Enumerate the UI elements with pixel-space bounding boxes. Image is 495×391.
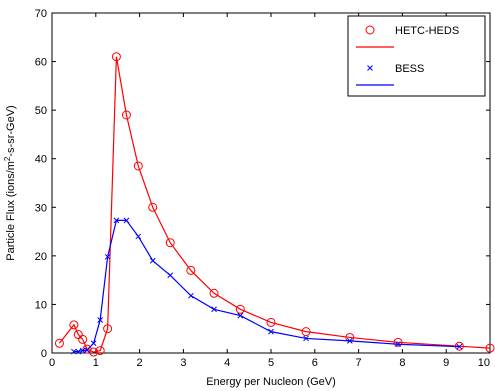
x-tick-label: 0 [49,357,55,369]
data-point [235,304,245,314]
x-axis-label: Energy per Nucleon (GeV) [206,376,336,388]
y-axis-label-superscript: 2 [3,156,12,161]
y-axis-label: Particle Flux (ions/m2-s-sr-GeV) [3,105,17,260]
data-point [149,257,156,264]
data-point [95,346,105,356]
y-tick-label: 70 [35,8,47,20]
legend-box [347,15,486,97]
series-1 [71,217,463,355]
data-point [104,253,111,260]
data-point [301,327,311,337]
data-point [167,272,174,279]
data-point [237,312,244,319]
data-point [395,341,401,348]
data-point [266,317,276,327]
legend: HETC-HEDS BESS [347,15,486,97]
x-tick-label: 9 [443,357,449,369]
data-point [393,337,403,347]
x-tick-label: 7 [356,357,362,369]
data-point [111,52,121,62]
data-point [75,348,82,355]
x-tick-label: 8 [399,357,405,369]
legend-label: BESS [395,63,424,75]
series-line [58,56,491,353]
data-point [133,161,143,171]
data-point [121,110,131,120]
data-point [187,292,194,299]
y-tick-label: 50 [35,105,47,117]
data-point [84,347,90,353]
y-tick-label: 60 [35,57,47,69]
y-tick-label: 0 [41,348,47,360]
data-point [103,324,113,334]
y-axis-label-part: -s-sr-GeV) [5,105,17,156]
data-point [54,338,64,348]
x-tick-label: 4 [224,357,230,369]
series-layer [54,52,495,357]
x-tick-label: 5 [268,357,274,369]
data-point [113,217,120,224]
series-line [73,219,460,353]
legend-marker [365,25,375,35]
x-tick-label: 10 [478,357,490,369]
data-point [69,320,79,330]
data-point [165,238,175,248]
data-point [268,328,274,335]
data-point [71,348,77,355]
y-tick-label: 20 [35,251,47,263]
y-tick-label: 40 [35,154,47,166]
y-axis-label-part: Particle Flux (ions/m [5,161,17,261]
y-tick-label: 10 [35,299,47,311]
data-point [148,202,158,212]
data-point [303,335,309,342]
data-point [485,343,495,353]
data-point [123,217,130,224]
legend-marker [367,65,373,71]
data-point [186,265,196,275]
x-tick-label: 3 [180,357,186,369]
data-point [456,343,463,350]
axes: 0 1 2 3 4 5 6 7 8 9 10 0 10 20 30 40 50 60 70 [35,8,491,369]
data-point [78,334,88,344]
data-point [97,317,104,323]
data-point [209,288,219,298]
data-point [90,340,97,347]
x-tick-label: 6 [312,357,318,369]
x-tick-label: 1 [93,357,99,369]
legend-entry: HETC-HEDS [356,25,459,48]
x-tick-label: 2 [137,357,143,369]
series-0 [54,52,495,357]
legend-entry: BESS [356,63,424,86]
data-point [346,338,353,344]
legend-label: HETC-HEDS [395,25,459,37]
data-point [211,306,217,313]
data-point [135,233,142,240]
y-tick-label: 30 [35,202,47,214]
